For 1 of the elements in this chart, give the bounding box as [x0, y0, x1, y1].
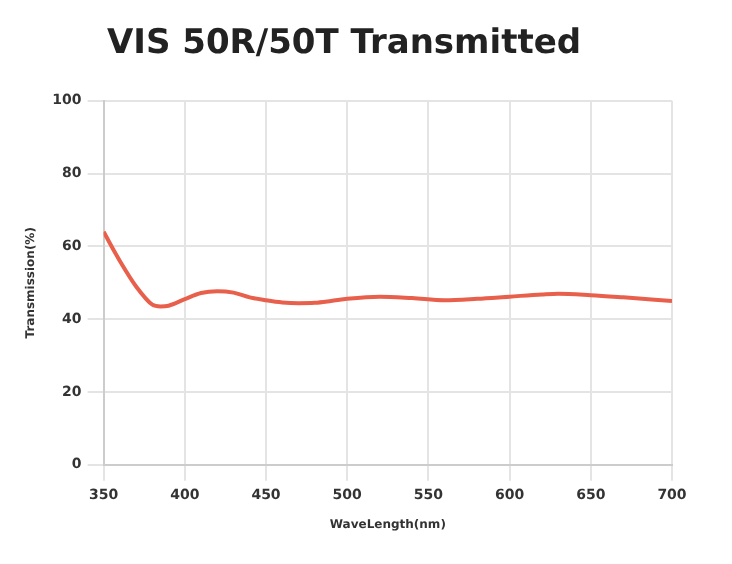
- chart-title: VIS 50R/50T Transmitted: [106, 23, 582, 64]
